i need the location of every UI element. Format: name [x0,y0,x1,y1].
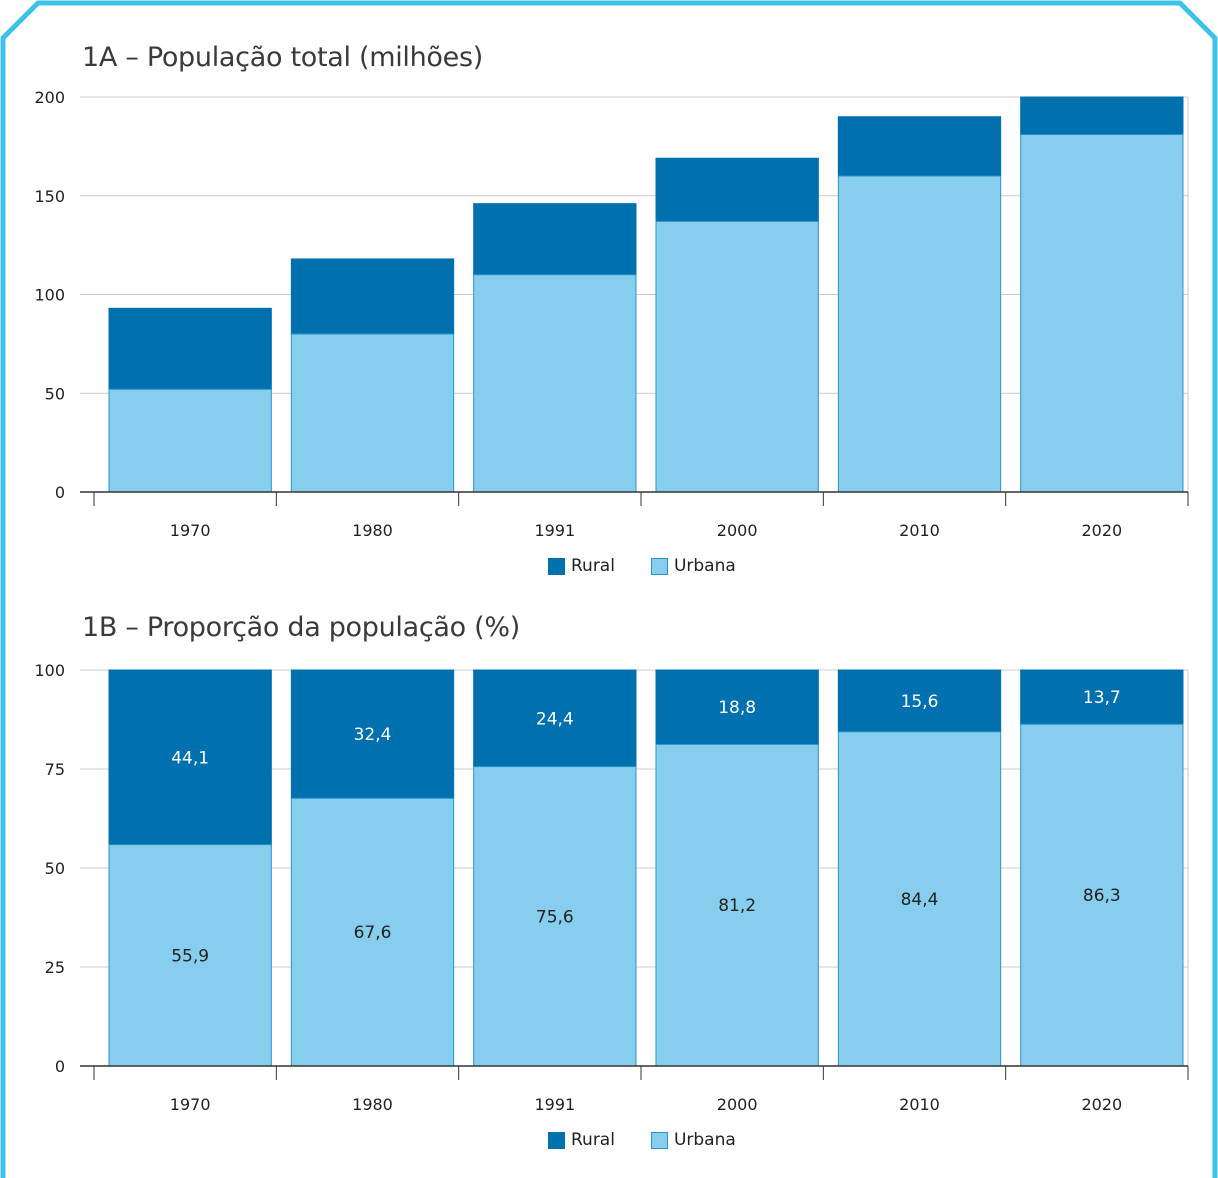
data-label-urbana: 75,6 [536,907,574,927]
chart-population-proportion: 0 25 50 75 100 55,9 44,1 1970 67,6 32,4 1980 75,6 24… [34,661,1189,1114]
legend-item-urbana: Urbana [650,556,736,576]
legend-item-urbana: Urbana [650,1130,736,1150]
data-label-rural: 32,4 [354,725,392,745]
y-tick-label: 200 [34,88,65,107]
y-tick-label: 50 [45,859,65,878]
bar-rural [290,669,455,799]
y-tick-label: 75 [45,760,65,779]
x-tick-label: 2020 [1081,1095,1122,1114]
bar-urbana [290,333,455,493]
bar-rural [108,307,272,390]
x-tick-label: 2020 [1081,521,1122,540]
bar-rural [655,669,819,745]
bar-rural [655,157,819,222]
bar-rural [1020,96,1184,136]
data-label-rural: 24,4 [536,709,574,729]
bar-urbana [837,731,1002,1067]
x-tick-label: 2010 [899,521,940,540]
y-tick-label: 150 [34,187,65,206]
legend-swatch-rural [548,1131,565,1149]
data-label-urbana: 81,2 [718,896,756,916]
data-label-rural: 18,8 [718,698,756,718]
x-tick-label: 1980 [352,1095,393,1114]
bar-rural [473,203,637,276]
legend-label-urbana: Urbana [673,1130,736,1150]
chart-title-population-total: 1A – População total (milhões) [82,42,483,73]
x-tick-label: 1980 [352,521,393,540]
data-label-rural: 15,6 [901,692,939,712]
legend-swatch-urbana [650,1131,668,1149]
y-tick-label: 0 [55,483,65,502]
y-tick-label: 50 [45,384,65,403]
x-tick-label: 2000 [717,521,758,540]
bar-urbana [108,844,272,1067]
bar-urbana [655,220,819,493]
legend-swatch-urbana [650,557,668,575]
bar-urbana [1020,134,1184,493]
x-tick-label: 2010 [899,1095,940,1114]
y-tick-label: 0 [55,1057,65,1076]
x-tick-label: 1991 [534,1095,575,1114]
y-tick-label: 100 [34,661,65,680]
legend-label-urbana: Urbana [673,556,736,576]
bar-urbana [1020,723,1184,1067]
x-tick-label: 1991 [534,521,575,540]
legend-label-rural: Rural [571,1130,615,1150]
data-label-urbana: 84,4 [901,890,939,910]
bar-rural [837,116,1002,177]
data-label-urbana: 67,6 [354,923,392,943]
legend-label-rural: Rural [571,556,615,576]
legend-item-rural: Rural [548,556,615,576]
x-tick-label: 2000 [717,1095,758,1114]
chart-title-population-proportion: 1B – Proporção da população (%) [82,612,520,643]
bar-urbana [837,175,1002,493]
legend-item-rural: Rural [548,1130,615,1150]
y-tick-label: 25 [45,958,65,977]
y-tick-label: 100 [34,286,65,305]
bar-rural [1020,669,1184,725]
bar-urbana [655,743,819,1067]
bar-urbana [473,766,637,1067]
data-label-rural: 44,1 [171,748,209,768]
legend-population-total: Rural Urbana [548,556,772,576]
bar-rural [108,669,272,846]
legend-population-proportion: Rural Urbana [548,1130,772,1150]
legend-swatch-rural [548,557,565,575]
data-label-urbana: 86,3 [1083,886,1121,906]
chart-population-total: 0 50 100 150 200 1970 1980 1991 2000 2010 2020 [34,88,1189,540]
bar-urbana [473,274,637,493]
data-label-rural: 13,7 [1083,688,1121,708]
x-tick-label: 1970 [170,1095,211,1114]
data-label-urbana: 55,9 [171,946,209,966]
x-tick-label: 1970 [170,521,211,540]
